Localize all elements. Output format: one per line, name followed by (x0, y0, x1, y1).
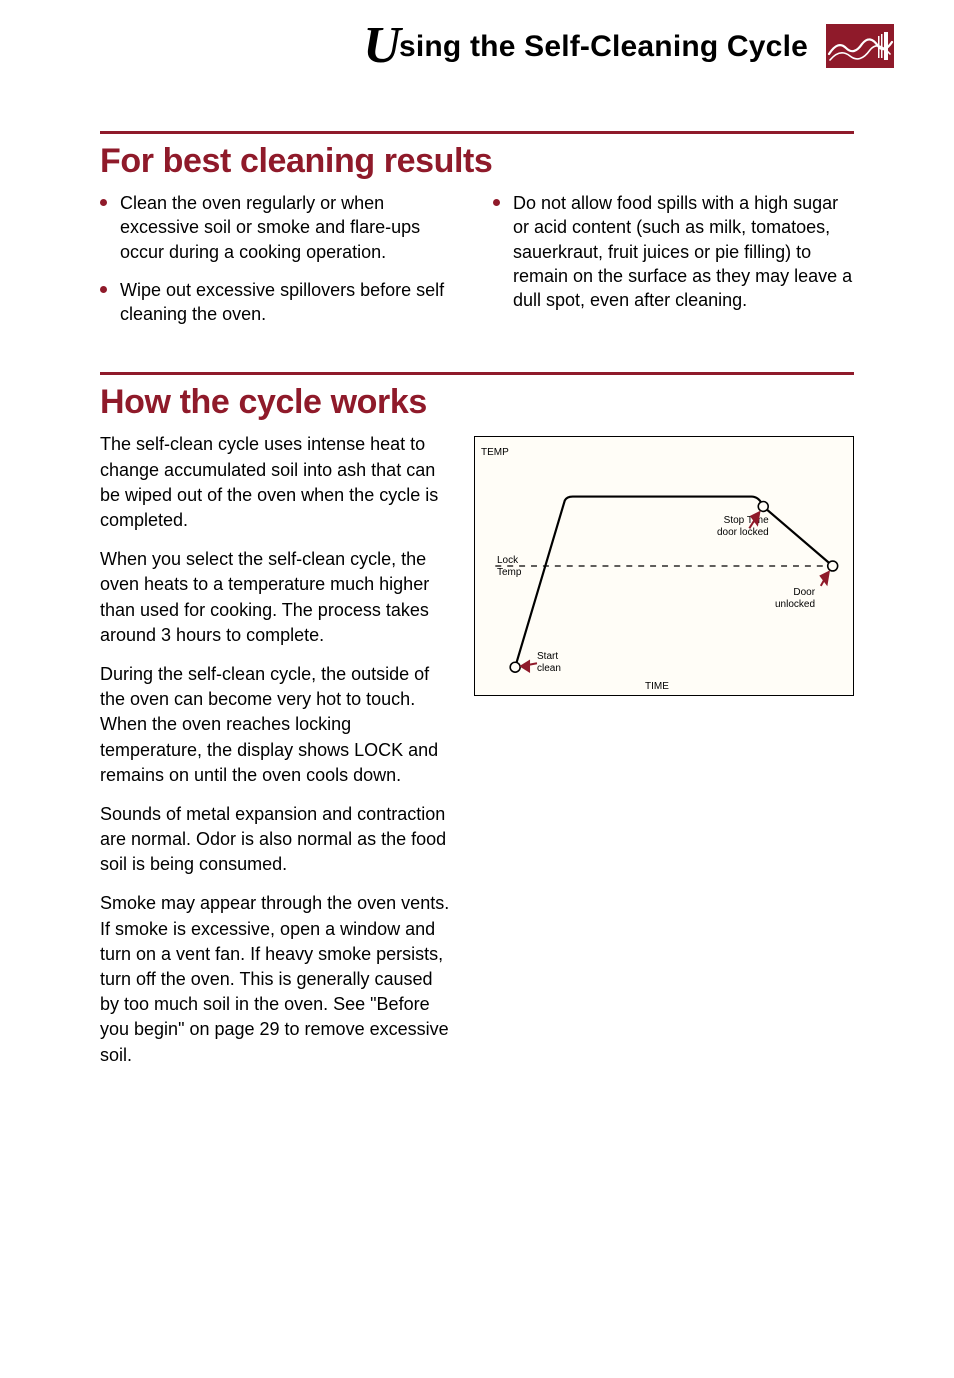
bullet-list: Do not allow food spills with a high sug… (493, 191, 854, 312)
paragraph: The self-clean cycle uses intense heat t… (100, 432, 450, 533)
list-item: Clean the oven regularly or when excessi… (100, 191, 461, 264)
best-results-col-left: Clean the oven regularly or when excessi… (100, 191, 461, 340)
paragraph: When you select the self-clean cycle, th… (100, 547, 450, 648)
bullet-list: Clean the oven regularly or when excessi… (100, 191, 461, 326)
list-item: Do not allow food spills with a high sug… (493, 191, 854, 312)
marker-start (510, 663, 520, 673)
paragraph: Sounds of metal expansion and contractio… (100, 802, 450, 878)
paragraph: Smoke may appear through the oven vents.… (100, 891, 450, 1067)
heading-cycle-works: How the cycle works (100, 383, 854, 422)
cycle-row: The self-clean cycle uses intense heat t… (100, 432, 854, 1081)
title-rest: sing the Self-Cleaning Cycle (399, 30, 808, 63)
temp-curve (515, 497, 833, 668)
list-item: Wipe out excessive spillovers before sel… (100, 278, 461, 327)
page-content: For best cleaning results Clean the oven… (0, 75, 954, 1082)
section-rule (100, 131, 854, 134)
page-title: Using the Self-Cleaning Cycle (363, 16, 808, 75)
section-rule (100, 372, 854, 375)
cycle-chart: TEMP Lock Temp Start clean Stop Time doo… (474, 436, 854, 696)
marker-unlock (828, 562, 838, 572)
chart-arrows (521, 513, 829, 672)
paragraph: During the self-clean cycle, the outside… (100, 662, 450, 788)
heading-best-results: For best cleaning results (100, 142, 854, 181)
brand-logo (826, 24, 894, 68)
page-header: Using the Self-Cleaning Cycle (0, 0, 954, 75)
cycle-chart-svg (475, 437, 853, 695)
cycle-text: The self-clean cycle uses intense heat t… (100, 432, 450, 1081)
best-results-col-right: Do not allow food spills with a high sug… (493, 191, 854, 340)
title-dropcap: U (363, 17, 401, 74)
marker-stop (758, 502, 768, 512)
best-results-columns: Clean the oven regularly or when excessi… (100, 191, 854, 340)
